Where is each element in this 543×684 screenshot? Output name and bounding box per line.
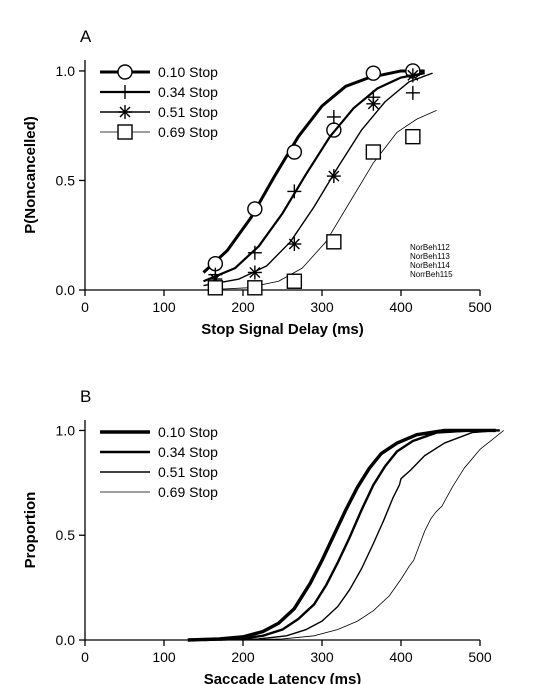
y-axis-label: P(Noncancelled) bbox=[22, 116, 39, 234]
svg-text:300: 300 bbox=[310, 649, 334, 665]
panel-label: A bbox=[80, 27, 92, 46]
x-axis-label: Saccade Latency (ms) bbox=[204, 671, 362, 684]
svg-text:0.5: 0.5 bbox=[56, 172, 76, 188]
svg-text:0: 0 bbox=[81, 299, 89, 315]
series-line bbox=[204, 73, 425, 281]
panel-label: B bbox=[80, 387, 91, 406]
x-axis-label: Stop Signal Delay (ms) bbox=[201, 321, 364, 338]
legend-label: 0.51 Stop bbox=[158, 104, 218, 120]
chart: 0 100 200 300 400 500 0.0 0.5 1.0 Stop Signal Del… bbox=[22, 27, 492, 338]
legend-label: 0.69 Stop bbox=[158, 484, 218, 500]
svg-text:200: 200 bbox=[231, 299, 255, 315]
svg-text:0.5: 0.5 bbox=[56, 527, 76, 543]
svg-text:500: 500 bbox=[468, 299, 492, 315]
svg-text:1.0: 1.0 bbox=[56, 63, 76, 79]
series-line bbox=[204, 71, 425, 273]
svg-text:1.0: 1.0 bbox=[56, 422, 76, 438]
series-line bbox=[204, 73, 433, 285]
annotation: NorBeh113 bbox=[410, 252, 450, 261]
legend-label: 0.69 Stop bbox=[158, 124, 218, 140]
legend-label: 0.10 Stop bbox=[158, 424, 218, 440]
series-line bbox=[188, 430, 496, 640]
legend-label: 0.34 Stop bbox=[158, 84, 218, 100]
svg-text:300: 300 bbox=[310, 299, 334, 315]
series-line bbox=[239, 430, 504, 640]
chart: 0 100 200 300 400 500 0.0 0.5 1.0 Saccade Latency… bbox=[22, 387, 504, 684]
series-line bbox=[204, 430, 500, 640]
legend-label: 0.51 Stop bbox=[158, 464, 218, 480]
svg-text:100: 100 bbox=[152, 649, 176, 665]
svg-text:100: 100 bbox=[152, 299, 176, 315]
svg-text:500: 500 bbox=[468, 649, 492, 665]
svg-text:400: 400 bbox=[389, 299, 413, 315]
annotation: NorBeh112 bbox=[410, 243, 450, 252]
svg-text:0.0: 0.0 bbox=[56, 632, 76, 648]
svg-text:0: 0 bbox=[81, 649, 89, 665]
svg-text:0.0: 0.0 bbox=[56, 282, 76, 298]
y-axis-label: Proportion bbox=[22, 492, 39, 569]
svg-text:400: 400 bbox=[389, 649, 413, 665]
legend-label: 0.10 Stop bbox=[158, 64, 218, 80]
annotation: NorBeh114 bbox=[410, 261, 450, 270]
annotation: NorrBeh115 bbox=[410, 270, 453, 279]
series-line bbox=[219, 430, 499, 640]
charts-svg: 0 100 200 300 400 500 0.0 0.5 1.0 Stop Signal Del… bbox=[0, 0, 543, 684]
legend-label: 0.34 Stop bbox=[158, 444, 218, 460]
svg-text:200: 200 bbox=[231, 649, 255, 665]
series-line bbox=[204, 110, 437, 290]
